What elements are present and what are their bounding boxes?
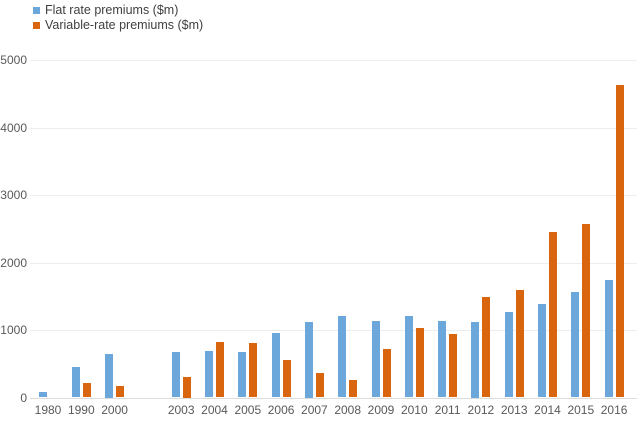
bar-variable-2012 [482, 296, 491, 398]
legend: Flat rate premiums ($m) Variable-rate pr… [33, 3, 203, 33]
bar-variable-2011 [449, 333, 458, 398]
bar-variable-2005 [249, 343, 258, 398]
bar-flat-2005 [238, 351, 247, 398]
y-tick-label: 4000 [0, 120, 27, 135]
y-tick-label: 2000 [0, 255, 27, 270]
y-tick-label: 3000 [0, 188, 27, 202]
bar-flat-2007 [304, 321, 313, 398]
x-tick-label-2000: 2000 [101, 403, 128, 417]
bar-flat-2003 [171, 351, 180, 398]
bar-variable-2013 [515, 289, 524, 398]
bar-variable-2004 [216, 342, 224, 398]
legend-item-flat-rate: Flat rate premiums ($m) [33, 3, 203, 18]
y-tick-label: 0 [20, 390, 27, 405]
x-tick-label-2015: 2015 [567, 403, 595, 417]
gridline [30, 60, 637, 61]
x-tick-label-2014: 2014 [534, 403, 561, 417]
gridline [30, 195, 637, 196]
x-tick-label-2011: 2011 [434, 403, 461, 417]
bar-flat-2004 [205, 350, 213, 398]
bar-flat-1990 [71, 367, 80, 398]
x-tick-label-2013: 2013 [500, 403, 528, 417]
legend-label-variable-rate: Variable-rate premiums ($m) [45, 18, 204, 32]
y-tick-label: 1000 [0, 323, 27, 337]
legend-swatch-variable-rate-icon [33, 22, 40, 29]
bar-variable-2016 [615, 84, 624, 398]
bar-flat-2000 [105, 353, 114, 398]
x-tick-label-2003: 2003 [167, 403, 195, 417]
x-axis-line [30, 397, 637, 399]
gridline [30, 262, 637, 264]
x-tick-label-2010: 2010 [400, 403, 428, 417]
bar-variable-2010 [415, 327, 424, 398]
bar-variable-1990 [82, 382, 91, 398]
x-tick-label-2008: 2008 [334, 403, 362, 417]
legend-swatch-flat-rate-icon [33, 7, 40, 14]
bar-flat-2006 [271, 333, 280, 398]
bar-variable-2008 [349, 379, 358, 398]
bar-flat-2010 [404, 315, 413, 398]
x-tick-label-2007: 2007 [301, 403, 328, 417]
bar-flat-2008 [338, 315, 347, 398]
bar-variable-2000 [116, 386, 125, 398]
bar-flat-1980 [38, 391, 47, 398]
bar-flat-2009 [371, 320, 380, 398]
bar-flat-2013 [504, 311, 513, 398]
x-tick-label-2005: 2005 [234, 403, 262, 417]
bar-variable-2014 [549, 232, 557, 398]
legend-label-flat-rate: Flat rate premiums ($m) [45, 3, 179, 17]
x-tick-label-2016: 2016 [600, 403, 628, 417]
y-tick-label: 5000 [0, 53, 27, 67]
bar-flat-2011 [438, 320, 447, 398]
bar-variable-2007 [315, 373, 324, 398]
x-tick-label-2009: 2009 [367, 403, 395, 417]
bar-variable-2006 [282, 359, 291, 398]
bar-flat-2015 [571, 291, 580, 398]
bar-flat-2014 [538, 304, 546, 398]
gridline [30, 127, 637, 129]
x-tick-label-1990: 1990 [67, 403, 95, 417]
bar-variable-2009 [382, 349, 391, 398]
x-tick-label-2012: 2012 [467, 403, 495, 417]
x-tick-label-2004: 2004 [201, 403, 228, 417]
legend-item-variable-rate: Variable-rate premiums ($m) [33, 18, 203, 33]
gridline [30, 330, 637, 331]
bar-flat-2012 [471, 321, 480, 398]
x-tick-label-2006: 2006 [267, 403, 295, 417]
bar-variable-2003 [182, 377, 191, 398]
bar-variable-2015 [582, 224, 591, 398]
bar-flat-2016 [604, 279, 613, 398]
x-tick-label-1980: 1980 [34, 403, 62, 417]
